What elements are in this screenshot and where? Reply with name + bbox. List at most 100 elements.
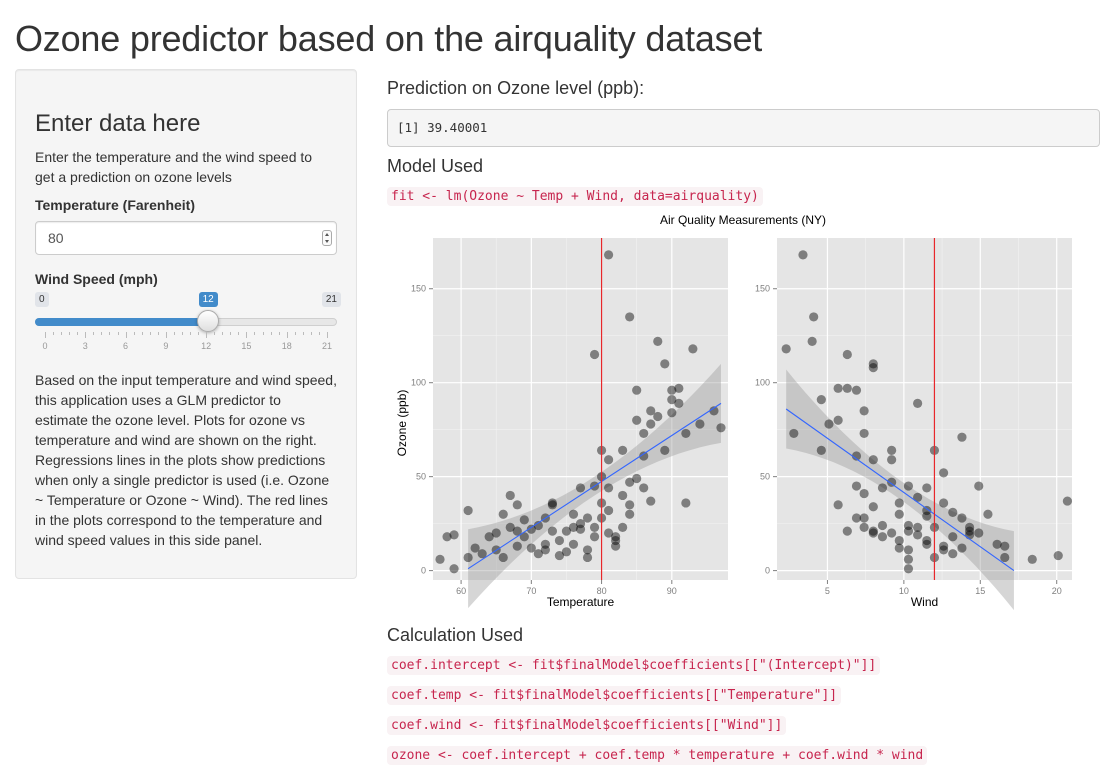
slider-major-tick (165, 332, 167, 338)
data-point (547, 526, 558, 536)
data-point (894, 543, 904, 553)
data-point (964, 526, 975, 536)
data-point (1000, 541, 1010, 551)
slider-minor-tick (109, 332, 111, 335)
sidebar-panel: Enter data here Enter the temperature an… (15, 69, 357, 579)
wind-speed-slider[interactable]: 0 21 12 0 3 6 9 12 15 18 21 (35, 292, 341, 352)
data-point (646, 496, 656, 506)
data-point (533, 520, 543, 531)
data-point (939, 545, 949, 555)
data-point (660, 359, 670, 369)
slider-tick-label: 21 (321, 341, 332, 351)
data-point (653, 411, 663, 422)
data-point (632, 385, 642, 395)
data-point (449, 530, 459, 540)
data-point (505, 522, 515, 532)
data-point (859, 522, 869, 532)
prediction-output: [1] 39.40001 (387, 109, 1100, 147)
slider-minor-tick (230, 332, 232, 335)
data-point (625, 509, 635, 519)
data-point (639, 451, 649, 461)
wind-speed-label: Wind Speed (mph) (35, 271, 158, 287)
data-point (868, 363, 878, 373)
data-point (842, 526, 852, 536)
data-point (922, 505, 932, 516)
data-point (611, 535, 621, 546)
data-point (833, 500, 843, 510)
data-point (922, 483, 932, 493)
slider-minor-tick (302, 332, 304, 335)
data-point (877, 532, 888, 542)
data-point (554, 535, 565, 546)
temperature-input[interactable]: 80 (35, 221, 337, 255)
data-point (1062, 496, 1073, 506)
data-point (913, 522, 923, 532)
data-point (894, 509, 904, 519)
slider-minor-tick (133, 332, 135, 335)
data-point (894, 535, 904, 546)
data-point (639, 483, 649, 493)
data-point (903, 481, 914, 491)
data-point (589, 532, 600, 542)
slider-major-tick (206, 332, 208, 338)
data-point (625, 312, 635, 322)
data-point (974, 481, 984, 491)
slider-major-tick (286, 332, 288, 338)
data-point (851, 481, 862, 491)
data-point (695, 419, 705, 429)
slider-minor-tick (181, 332, 183, 335)
data-point (618, 445, 628, 455)
data-point (463, 552, 473, 563)
slider-minor-tick (53, 332, 55, 335)
x-axis-label: Wind (911, 595, 938, 609)
slider-minor-tick (278, 332, 280, 335)
model-code: fit <- lm(Ozone ~ Temp + Wind, data=airq… (387, 187, 763, 206)
data-point (868, 502, 878, 512)
data-point (603, 528, 614, 538)
calc-code-line: ozone <- coef.intercept + coef.temp * te… (387, 746, 928, 765)
data-point (632, 473, 642, 484)
data-point (512, 526, 522, 536)
data-point (859, 488, 869, 499)
data-point (816, 395, 826, 405)
sidebar-description: Based on the input temperature and wind … (35, 372, 337, 548)
y-tick-label: 0 (421, 566, 426, 576)
data-point (618, 522, 628, 532)
data-point (603, 455, 614, 465)
data-point (519, 532, 529, 542)
data-point (877, 520, 888, 531)
data-point (484, 532, 494, 542)
data-point (625, 477, 635, 487)
data-point (833, 383, 843, 393)
data-point (533, 549, 543, 559)
slider-minor-tick (93, 332, 95, 335)
data-point (903, 520, 914, 531)
slider-minor-tick (77, 332, 79, 335)
data-point (807, 336, 817, 346)
data-point (903, 545, 914, 555)
data-point (625, 500, 635, 510)
data-point (632, 415, 642, 425)
data-point (992, 539, 1002, 549)
y-tick-label: 150 (755, 284, 770, 294)
data-point (498, 552, 508, 563)
slider-minor-tick (117, 332, 119, 335)
data-point (913, 398, 923, 408)
data-point (903, 526, 914, 536)
data-point (922, 539, 932, 549)
calc-code-line: coef.wind <- fit$finalModel$coefficients… (387, 716, 787, 735)
data-point (957, 543, 967, 553)
data-point (709, 406, 719, 416)
regression-line (785, 408, 1015, 572)
spinner-icon[interactable] (322, 230, 332, 246)
y-tick-label: 100 (411, 378, 426, 388)
slider-tick-label: 6 (123, 341, 129, 351)
data-point (582, 545, 593, 555)
data-point (974, 528, 984, 538)
data-point (449, 564, 459, 574)
slider-handle[interactable] (196, 310, 219, 332)
data-point (913, 530, 923, 540)
data-point (887, 528, 897, 538)
data-point (491, 528, 501, 538)
data-point (435, 554, 445, 564)
